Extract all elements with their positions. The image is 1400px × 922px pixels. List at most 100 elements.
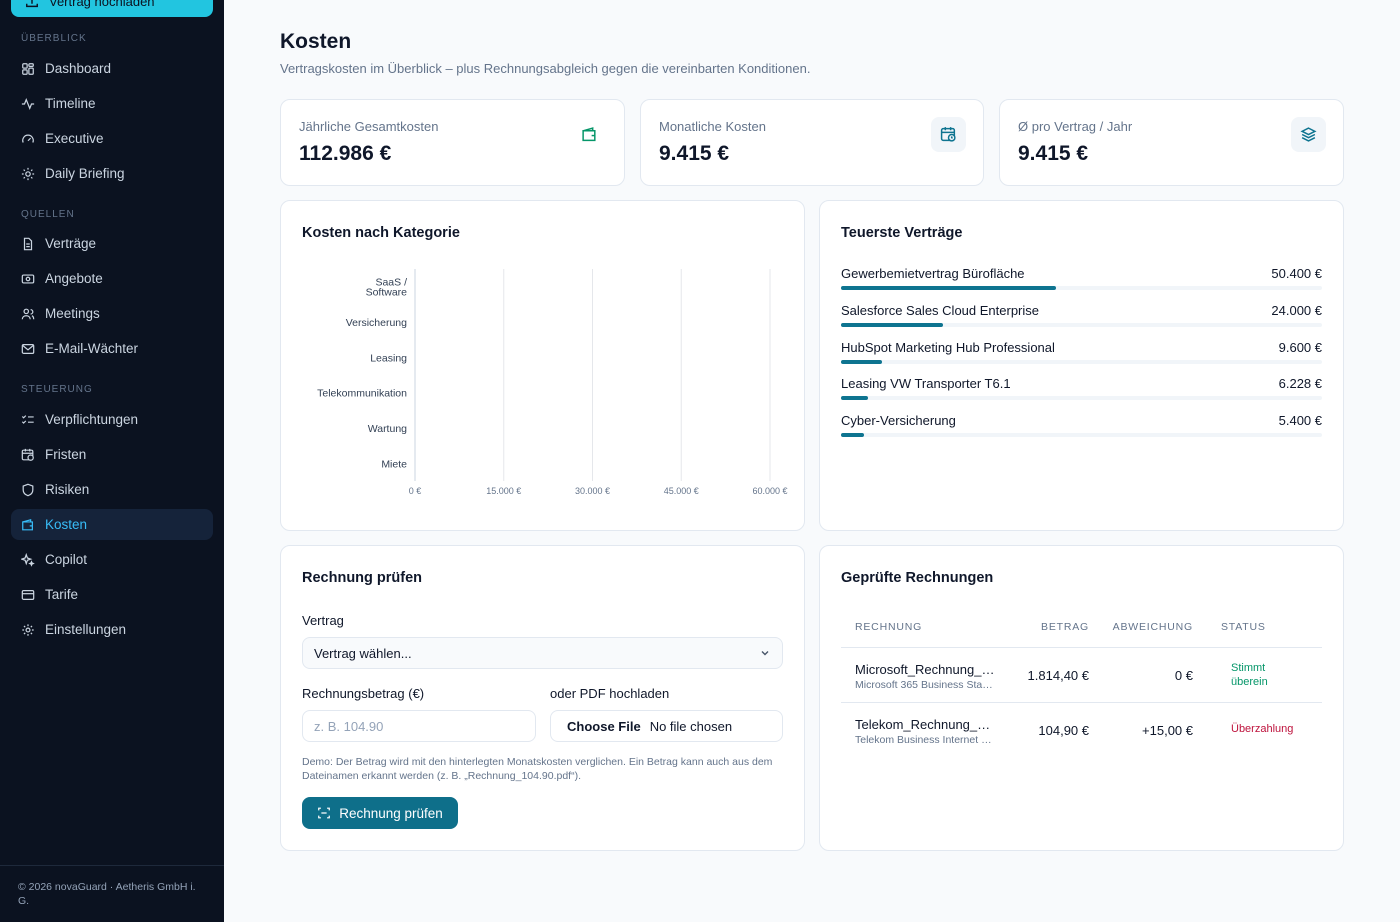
invoice-deviation: 0 €	[1174, 668, 1193, 683]
check-invoice-label: Rechnung prüfen	[339, 805, 443, 821]
form-hint: Demo: Der Betrag wird mit den hinterlegt…	[302, 756, 773, 783]
contract-cost-track	[841, 322, 1322, 327]
kpi-icon-box	[572, 117, 607, 152]
file-status: No file chosen	[649, 718, 733, 734]
invoice-file-name: Microsoft_Rechnung_2026_03.pdf	[855, 662, 995, 677]
page-subtitle: Vertragskosten im Überblick – plus Rechn…	[280, 61, 811, 76]
sidebar-item-offers[interactable]: Angebote	[11, 263, 213, 294]
sidebar-item-label: Daily Briefing	[45, 166, 125, 181]
sidebar-item-risks[interactable]: Risiken	[11, 474, 213, 505]
invoice-deviation: +15,00 €	[1142, 723, 1193, 738]
contract-item[interactable]: HubSpot Marketing Hub Professional 9.600 …	[841, 340, 1322, 366]
sidebar-item-executive[interactable]: Executive	[11, 123, 213, 154]
y-tick-label: Miete	[381, 458, 407, 470]
y-tick-label: Wartung	[368, 423, 407, 435]
section-label-sources: Quellen	[21, 209, 75, 220]
sidebar-item-label: Kosten	[45, 517, 88, 532]
sidebar-item-timeline[interactable]: Timeline	[11, 88, 213, 119]
sidebar-item-costs[interactable]: Kosten	[11, 509, 213, 540]
sidebar-item-daily-briefing[interactable]: Daily Briefing	[11, 158, 213, 189]
contract-amount: 6.228 €	[1278, 376, 1322, 392]
layers-icon	[1300, 127, 1317, 142]
amount-label: Rechnungsbetrag (€)	[302, 686, 425, 701]
page-title: Kosten	[280, 30, 352, 53]
contract-item[interactable]: Salesforce Sales Cloud Enterprise 24.000 …	[841, 303, 1322, 329]
sidebar-item-meetings[interactable]: Meetings	[11, 298, 213, 329]
gauge-icon	[22, 134, 34, 143]
top-contracts-card: Teuerste Verträge Gewerbemietvertrag Bür…	[819, 200, 1344, 531]
sidebar-item-plans[interactable]: Tarife	[11, 579, 213, 610]
category-bar-chart: 0 € 15.000 € 30.000 € 45.000 € 60.000 € SaaS …	[317, 269, 788, 496]
sidebar-item-dashboard[interactable]: Dashboard	[11, 53, 213, 84]
sidebar-item-label: Angebote	[45, 271, 103, 286]
contract-item[interactable]: Cyber-Versicherung 5.400 €	[841, 413, 1322, 439]
contract-name: Leasing VW Transporter T6.1	[841, 376, 1011, 392]
column-header-status: Status	[1221, 621, 1266, 633]
x-tick-label: 30.000 €	[575, 486, 610, 496]
kpi-value: 112.986 €	[299, 142, 392, 165]
contract-item[interactable]: Gewerbemietvertrag Bürofläche 50.400 €	[841, 266, 1322, 292]
sidebar-item-deadlines[interactable]: Fristen	[11, 439, 213, 470]
contract-cost-bar	[841, 359, 882, 364]
contract-amount: 9.600 €	[1278, 339, 1322, 355]
sidebar-item-copilot[interactable]: Copilot	[11, 544, 213, 575]
sidebar-item-label: Risiken	[45, 482, 90, 497]
invoice-amount: 104,90 €	[1038, 723, 1089, 738]
kpi-label: Jährliche Gesamtkosten	[299, 119, 439, 134]
contract-cost-bar	[841, 433, 864, 438]
mail-icon	[21, 343, 35, 354]
settings-icon	[22, 623, 34, 636]
card-title: Kosten nach Kategorie	[302, 225, 460, 241]
contract-name: HubSpot Marketing Hub Professional	[841, 339, 1055, 355]
contract-select-value: Vertrag wählen...	[314, 645, 412, 661]
sidebar-item-contracts[interactable]: Verträge	[11, 228, 213, 259]
document-icon	[23, 237, 33, 250]
contract-cost-track	[841, 286, 1322, 290]
contract-cost-bar	[841, 396, 868, 401]
y-tick-label: SaaS /	[375, 277, 407, 289]
choose-file-button[interactable]: Choose File	[567, 718, 641, 734]
card-title: Geprüfte Rechnungen	[841, 570, 994, 586]
card-title: Rechnung prüfen	[302, 570, 423, 586]
sidebar-item-obligations[interactable]: Verpflichtungen	[11, 404, 213, 435]
kpi-label: Ø pro Vertrag / Jahr	[1018, 119, 1133, 134]
sidebar-item-label: Copilot	[45, 552, 88, 567]
table-row[interactable]: Telekom_Rechnung_2026_03.pdf Telekom Bus…	[841, 703, 1322, 757]
x-tick-label: 45.000 €	[664, 486, 699, 496]
calendar-clock-icon	[21, 448, 34, 461]
sidebar-item-label: Verträge	[45, 236, 97, 251]
upload-contract-button[interactable]: Vertrag hochladen	[11, 0, 213, 17]
grid-icon	[22, 62, 34, 75]
contract-amount: 24.000 €	[1271, 302, 1322, 318]
check-invoice-button[interactable]: Rechnung prüfen	[302, 797, 458, 829]
x-tick-label: 15.000 €	[486, 486, 521, 496]
kpi-card-monthly: Monatliche Kosten 9.415 €	[640, 99, 984, 186]
credit-card-icon	[21, 589, 35, 600]
kpi-icon-box	[1291, 117, 1326, 152]
calendar-clock-icon	[940, 127, 956, 142]
kpi-value: 9.415 €	[659, 142, 730, 165]
upload-contract-label: Vertrag hochladen	[49, 0, 155, 9]
column-header-invoice: Rechnung	[855, 621, 923, 633]
invoice-file-name: Telekom_Rechnung_2026_03.pdf	[855, 717, 995, 732]
pdf-file-input[interactable]: Choose File No file chosen	[550, 710, 783, 742]
pdf-upload-label: oder PDF hochladen	[550, 686, 670, 701]
wallet-icon	[22, 518, 33, 530]
invoice-contract-name: Microsoft 365 Business Standard	[855, 679, 995, 691]
contract-select[interactable]: Vertrag wählen...	[302, 637, 783, 669]
invoice-amount-input[interactable]	[302, 710, 536, 742]
kpi-card-average: Ø pro Vertrag / Jahr 9.415 €	[999, 99, 1344, 186]
contract-name: Gewerbemietvertrag Bürofläche	[841, 266, 1025, 281]
scan-icon	[318, 807, 331, 819]
table-divider	[841, 647, 1322, 648]
x-tick-label: 60.000 €	[752, 486, 787, 496]
sidebar-item-label: Timeline	[45, 96, 96, 111]
contract-item[interactable]: Leasing VW Transporter T6.1 6.228 €	[841, 376, 1322, 402]
sidebar-item-settings[interactable]: Einstellungen	[11, 614, 213, 645]
wallet-icon	[582, 127, 596, 142]
column-header-deviation: Abweichung	[1112, 621, 1193, 633]
table-row[interactable]: Microsoft_Rechnung_2026_03.pdf Microsoft…	[841, 648, 1322, 702]
sparkles-icon	[21, 552, 35, 567]
sidebar-item-label: Dashboard	[45, 61, 112, 76]
sidebar-item-email-watcher[interactable]: E-Mail-Wächter	[11, 333, 213, 364]
